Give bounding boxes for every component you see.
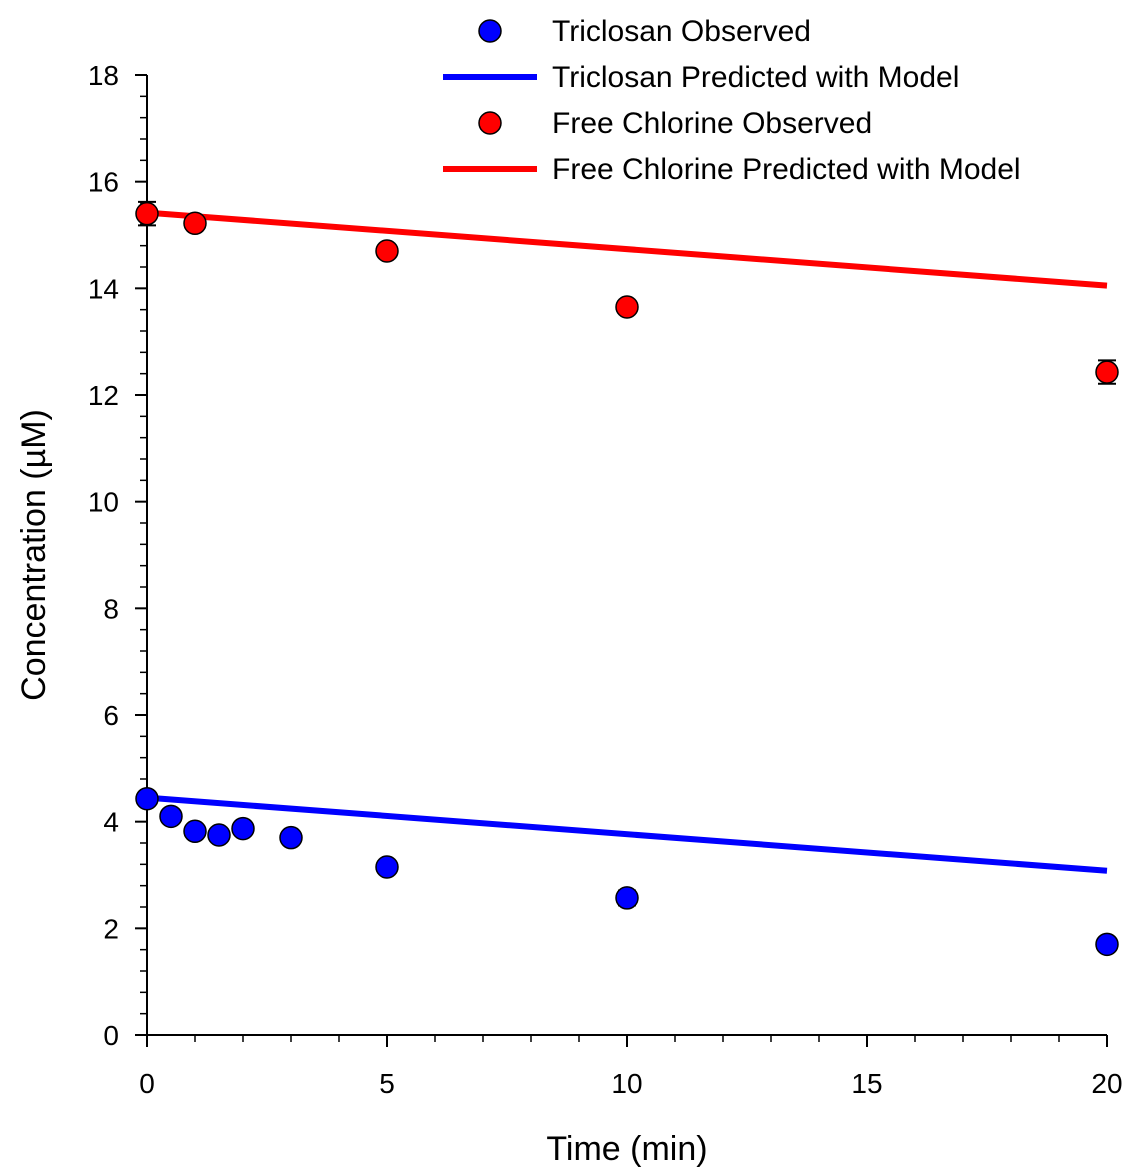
x-tick-label: 10 bbox=[611, 1068, 642, 1099]
data-point bbox=[159, 804, 183, 829]
y-tick-label: 0 bbox=[103, 1020, 119, 1051]
y-tick-label: 8 bbox=[103, 593, 119, 624]
x-tick-label: 5 bbox=[379, 1068, 395, 1099]
y-tick-label: 6 bbox=[103, 700, 119, 731]
series-line bbox=[146, 209, 1108, 289]
x-tick-label: 15 bbox=[851, 1068, 882, 1099]
data-point bbox=[1095, 932, 1119, 957]
y-tick-label: 12 bbox=[88, 380, 119, 411]
legend: Triclosan Observed Triclosan Predicted wi… bbox=[443, 15, 1021, 186]
y-tick-label: 18 bbox=[88, 60, 119, 91]
legend-label: Free Chlorine Predicted with Model bbox=[552, 153, 1021, 186]
data-point bbox=[231, 816, 255, 841]
x-axis-title: Time (min) bbox=[546, 1130, 707, 1168]
data-point bbox=[183, 819, 207, 844]
plot-area bbox=[135, 200, 1119, 957]
data-point bbox=[207, 823, 231, 847]
y-axis-title: Concentration (µM) bbox=[15, 409, 53, 701]
y-tick-label: 14 bbox=[88, 273, 119, 304]
x-tick-label: 0 bbox=[139, 1068, 155, 1099]
legend-symbol bbox=[478, 19, 502, 43]
data-point bbox=[183, 211, 207, 236]
data-point bbox=[615, 295, 639, 319]
y-tick-label: 10 bbox=[88, 487, 119, 518]
data-point bbox=[135, 786, 159, 811]
legend-label: Triclosan Predicted with Model bbox=[552, 61, 959, 94]
data-point bbox=[615, 886, 639, 910]
legend-symbol bbox=[478, 111, 502, 135]
data-point bbox=[135, 201, 159, 226]
axes: 0 5 10 15 20 0 2 4 6 8 10 12 14 16 18 bbox=[88, 60, 1123, 1099]
x-tick-label: 20 bbox=[1091, 1068, 1122, 1099]
data-point bbox=[279, 825, 303, 850]
data-point bbox=[1095, 360, 1119, 384]
y-tick-label: 4 bbox=[103, 807, 119, 838]
data-point bbox=[375, 239, 399, 263]
data-point bbox=[375, 855, 399, 879]
series-line bbox=[146, 794, 1108, 874]
y-tick-label: 16 bbox=[88, 167, 119, 198]
legend-label: Free Chlorine Observed bbox=[552, 107, 872, 140]
y-tick-label: 2 bbox=[103, 913, 119, 944]
legend-label: Triclosan Observed bbox=[552, 15, 811, 48]
